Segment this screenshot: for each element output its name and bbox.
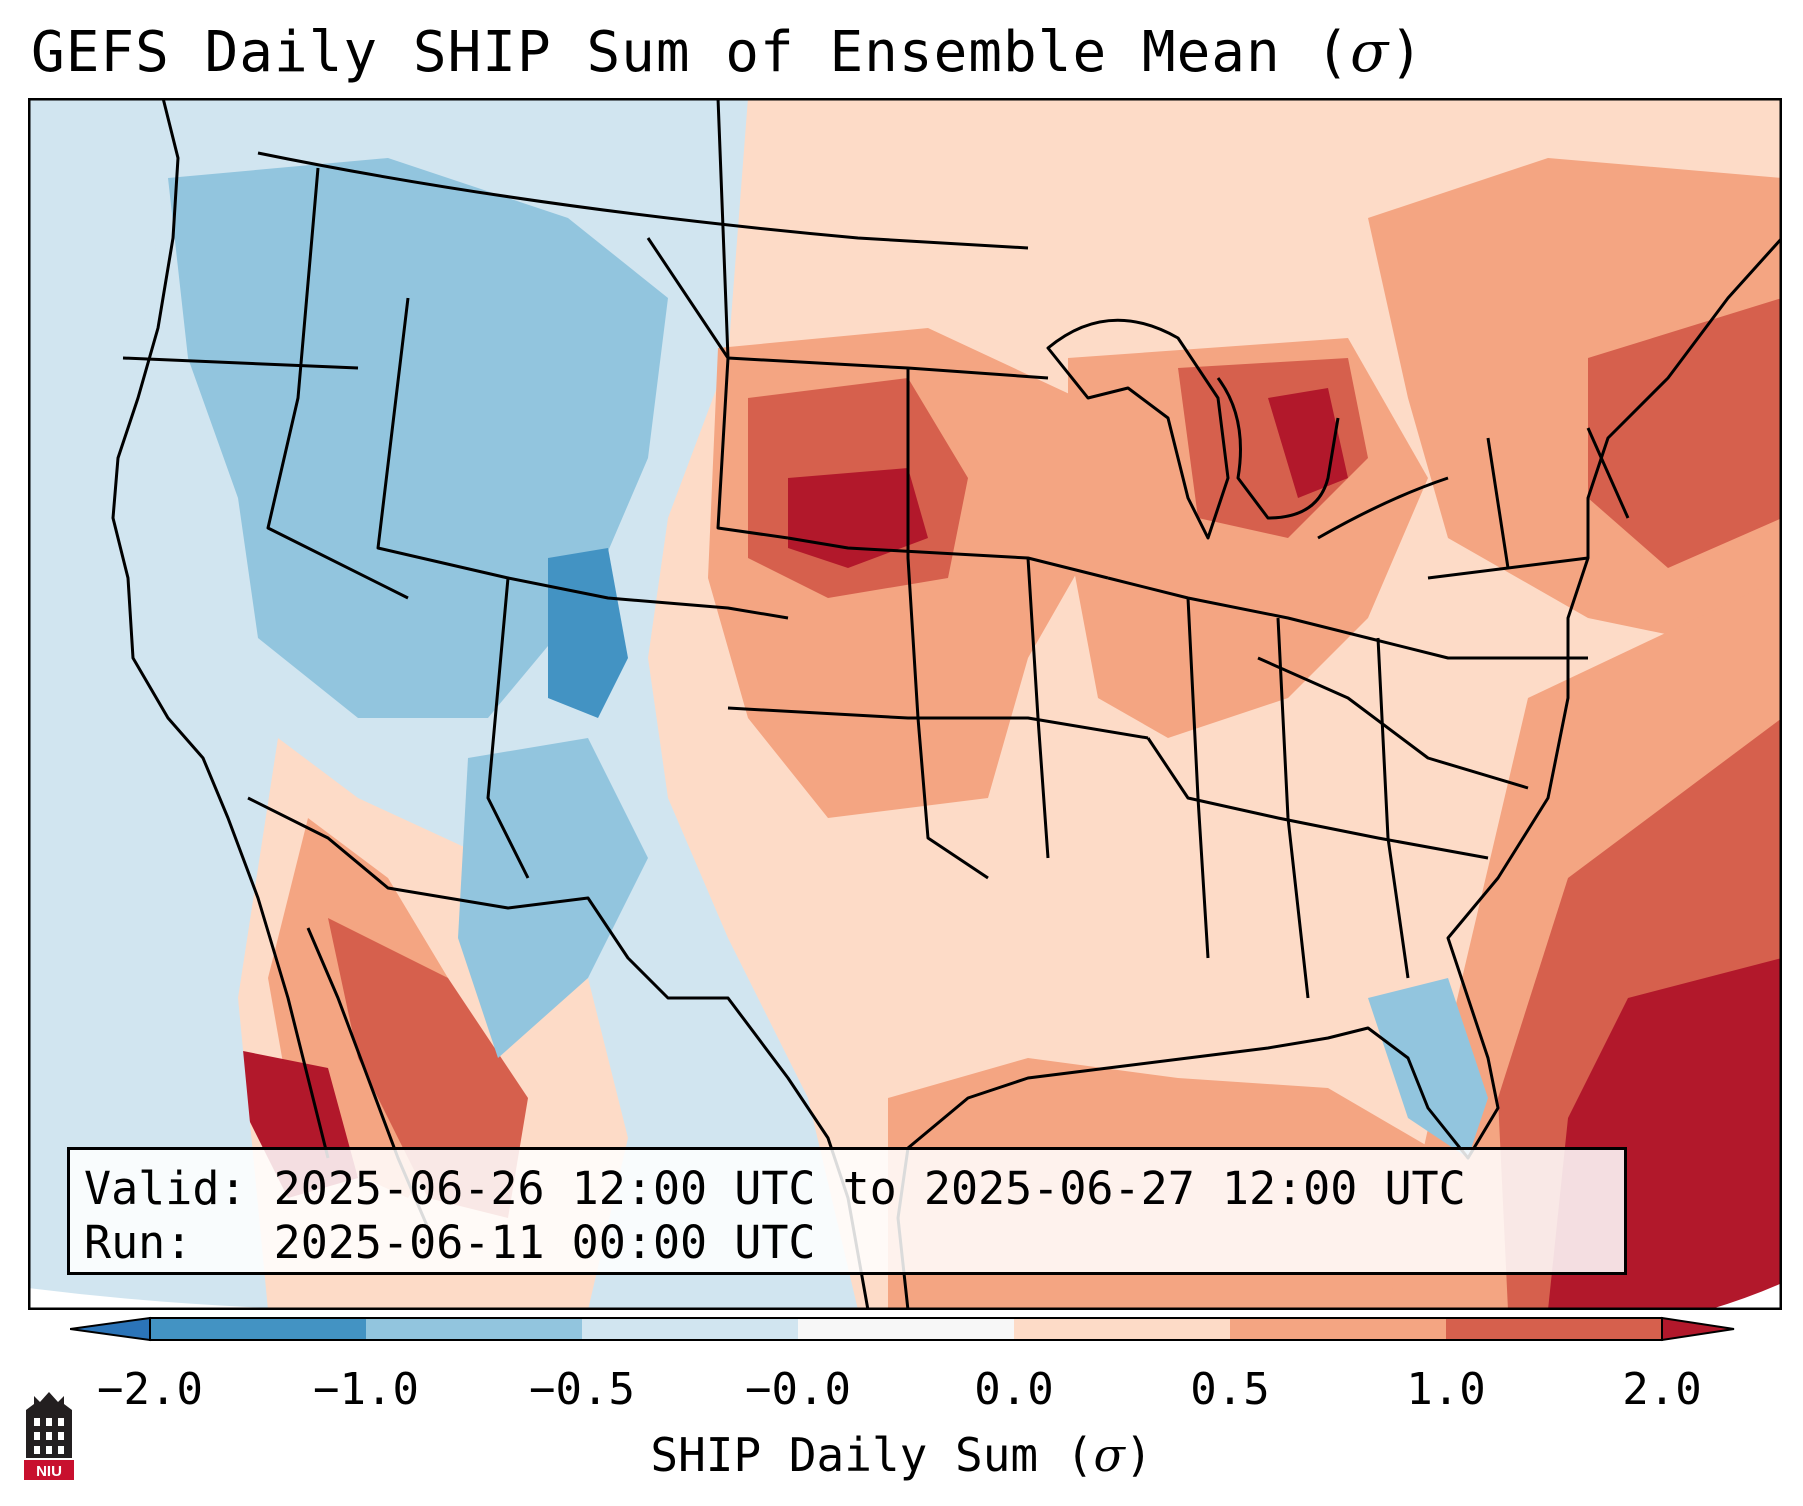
state-line-9	[906, 368, 989, 880]
colorbar-bin-2	[582, 1318, 798, 1340]
title-suffix: )	[1389, 20, 1425, 85]
colorbar-bin-1	[366, 1318, 582, 1340]
colorbar-bin-0	[150, 1318, 366, 1340]
great-lakes-outline	[1046, 318, 1230, 540]
state-line-11	[1146, 737, 1489, 860]
tick-label-7: 2.0	[1622, 1364, 1702, 1415]
run-line: Run: 2025-06-11 00:00 UTC	[84, 1216, 1624, 1270]
anomaly-rockies	[458, 738, 648, 1058]
anomaly-florida	[1368, 978, 1488, 1158]
tick-label-5: 0.5	[1190, 1364, 1270, 1415]
tick-label-2: −0.5	[529, 1364, 635, 1415]
valid-label: Valid:	[84, 1162, 247, 1215]
tick-label-0: −2.0	[97, 1364, 203, 1415]
colorbar-label-suffix: )	[1124, 1428, 1153, 1482]
state-line-8	[727, 706, 1149, 740]
title-sigma: σ	[1350, 20, 1390, 85]
colorbar-bin-4	[1014, 1318, 1230, 1340]
state-line-12	[1107, 576, 1588, 660]
tick-label-3: −0.0	[745, 1364, 851, 1415]
state-line-13	[1186, 597, 1210, 959]
west-coastline	[111, 98, 330, 1159]
state-line-6	[646, 237, 789, 540]
colorbar-under-triangle	[70, 1316, 151, 1342]
state-line-19	[1257, 656, 1529, 790]
colorbar-label-prefix: SHIP Daily Sum (	[650, 1428, 1094, 1482]
valid-run-info-box: Valid: 2025-06-26 12:00 UTC to 2025-06-2…	[67, 1147, 1627, 1275]
title-prefix: GEFS Daily SHIP Sum of Ensemble Mean (	[31, 20, 1351, 85]
state-line-2	[266, 167, 409, 600]
state-line-4	[507, 576, 789, 620]
state-line-18	[1586, 427, 1630, 519]
anomaly-mexico-strong	[328, 918, 528, 1218]
east-coastline	[896, 236, 1782, 1310]
tick-label-6: 1.0	[1406, 1364, 1486, 1415]
state-line-7	[787, 536, 1109, 580]
colorbar-outline	[149, 1317, 1663, 1341]
run-value: 2025-06-11 00:00 UTC	[273, 1216, 816, 1269]
tick-label-4: 0.0	[974, 1364, 1054, 1415]
state-line-14	[1276, 617, 1310, 999]
canada-border	[257, 151, 1029, 250]
off-domain-corner	[28, 1288, 428, 1310]
map-panel	[28, 98, 1782, 1310]
colorbar-bin-5	[1230, 1318, 1446, 1340]
colorbar-over-triangle	[1661, 1316, 1735, 1342]
valid-line: Valid: 2025-06-26 12:00 UTC to 2025-06-2…	[84, 1162, 1624, 1216]
logo-text: NIU	[36, 1463, 62, 1480]
off-domain-corner-east	[1708, 1283, 1782, 1310]
valid-value: 2025-06-26 12:00 UTC to 2025-06-27 12:00…	[273, 1162, 1466, 1215]
run-label: Run:	[84, 1216, 193, 1269]
colorbar-label: SHIP Daily Sum (σ)	[0, 1428, 1803, 1482]
state-line-17	[1486, 437, 1510, 569]
colorbar-label-sigma: σ	[1093, 1428, 1125, 1482]
anomaly-ne-strong	[1588, 298, 1782, 568]
pacific-ocean	[28, 98, 268, 1310]
niu-logo: NIU	[24, 1392, 74, 1480]
chart-title: GEFS Daily SHIP Sum of Ensemble Mean (σ)	[31, 20, 1424, 85]
state-line-10	[1026, 557, 1050, 859]
map-frame	[28, 98, 1782, 1310]
colorbar-bin-3	[798, 1318, 1014, 1340]
lake-michigan	[1216, 377, 1340, 520]
lake-erie	[1317, 476, 1449, 540]
tick-label-1: −1.0	[313, 1364, 419, 1415]
state-line-15	[1376, 637, 1410, 979]
logo-badge	[24, 1460, 74, 1480]
state-line-5	[716, 98, 1049, 380]
colorbar	[70, 1316, 1735, 1342]
state-line-1	[122, 356, 359, 370]
anomaly-northwest	[168, 158, 668, 718]
colorbar-bin-6	[1446, 1318, 1662, 1340]
